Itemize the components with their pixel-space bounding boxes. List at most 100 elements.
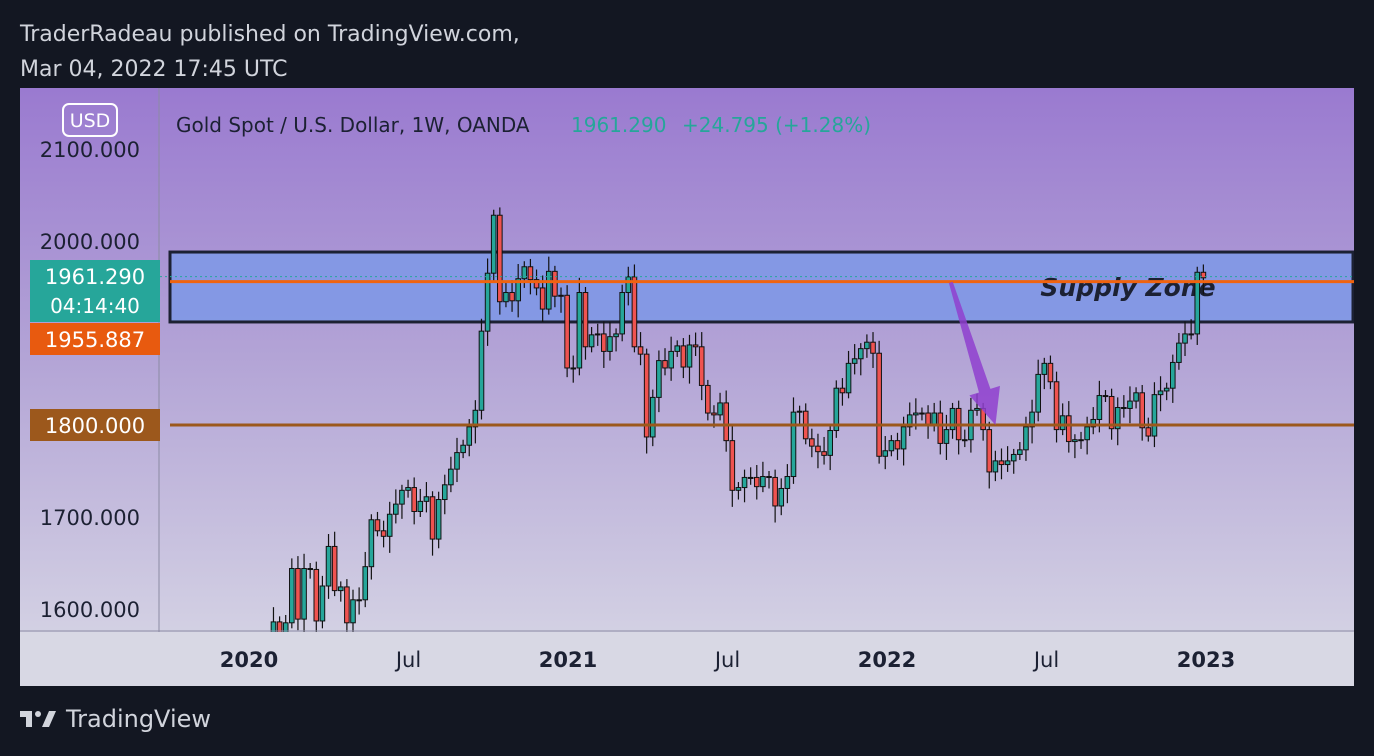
candle[interactable] [796, 405, 803, 425]
currency-badge[interactable] [62, 103, 118, 137]
candle[interactable] [723, 390, 729, 452]
support-level-badge[interactable]: 1800.000 [30, 409, 160, 441]
candle[interactable] [857, 343, 864, 376]
candle[interactable] [594, 323, 601, 346]
candle[interactable] [509, 280, 515, 312]
candle[interactable] [484, 258, 491, 346]
candle[interactable] [1108, 388, 1115, 440]
candle[interactable] [356, 587, 362, 615]
candle[interactable] [845, 350, 852, 399]
candle[interactable] [998, 448, 1005, 480]
candle[interactable] [374, 511, 381, 537]
candle[interactable] [362, 551, 369, 608]
candle[interactable] [570, 355, 577, 383]
candle[interactable] [870, 332, 876, 368]
candle[interactable] [1194, 266, 1201, 345]
supply-zone-box[interactable] [168, 250, 1354, 324]
candle[interactable] [1004, 446, 1011, 472]
candle[interactable] [876, 340, 882, 464]
candle[interactable] [295, 556, 301, 631]
candle[interactable] [949, 402, 956, 439]
candle[interactable] [662, 348, 668, 376]
candle[interactable] [784, 464, 791, 504]
candle[interactable] [937, 400, 944, 455]
candle[interactable] [766, 471, 772, 489]
tradingview-brand[interactable]: TradingView [20, 705, 211, 733]
candle[interactable] [943, 414, 950, 460]
candle[interactable] [747, 467, 754, 485]
candle[interactable] [429, 491, 436, 556]
candle[interactable] [1139, 384, 1145, 441]
candle[interactable] [1121, 395, 1127, 418]
candle[interactable] [882, 436, 889, 470]
candle[interactable] [503, 282, 509, 308]
candle[interactable] [613, 328, 619, 352]
candle[interactable] [821, 436, 827, 465]
candle[interactable] [906, 402, 913, 437]
candle[interactable] [454, 437, 460, 483]
candle[interactable] [1182, 321, 1188, 357]
candle[interactable] [1102, 390, 1109, 402]
candle[interactable] [1078, 431, 1084, 449]
candle[interactable] [472, 400, 479, 444]
candle[interactable] [301, 553, 307, 636]
candle[interactable] [815, 433, 821, 469]
candle[interactable] [705, 379, 711, 421]
candle[interactable] [1163, 382, 1170, 401]
candle[interactable] [325, 534, 332, 599]
candle[interactable] [864, 334, 870, 358]
candle[interactable] [1017, 442, 1023, 460]
candle[interactable] [674, 340, 681, 357]
gold-weekly-chart[interactable]: Supply Zone USD Gold Spot / U.S. Dollar, … [20, 88, 1354, 686]
candle[interactable] [619, 284, 625, 342]
candle[interactable] [760, 461, 766, 493]
current-price-badge[interactable]: 1961.290 04:14:40 [30, 260, 160, 322]
candle[interactable] [668, 336, 674, 381]
candle[interactable] [1072, 434, 1078, 459]
candle[interactable] [601, 321, 607, 368]
candle[interactable] [411, 477, 417, 525]
candle[interactable] [1176, 333, 1182, 370]
candle[interactable] [656, 350, 662, 413]
candle[interactable] [1127, 386, 1133, 424]
candle[interactable] [1010, 448, 1017, 474]
candle[interactable] [753, 465, 760, 500]
candle[interactable] [564, 285, 570, 378]
candle[interactable] [919, 407, 925, 421]
candle[interactable] [1047, 355, 1054, 390]
candle[interactable] [539, 275, 546, 322]
candle[interactable] [790, 397, 797, 484]
candle[interactable] [399, 484, 405, 519]
candle[interactable] [680, 338, 687, 379]
candle[interactable] [1029, 399, 1035, 444]
candle[interactable] [319, 575, 326, 629]
candle[interactable] [386, 501, 393, 553]
candle[interactable] [1188, 319, 1194, 340]
candle[interactable] [851, 344, 858, 375]
candle[interactable] [588, 327, 595, 353]
candle[interactable] [545, 256, 552, 315]
candle[interactable] [735, 482, 742, 500]
candle[interactable] [423, 482, 430, 513]
candle[interactable] [380, 520, 387, 548]
candle[interactable] [552, 265, 558, 308]
candle[interactable] [1084, 416, 1090, 455]
candle[interactable] [827, 425, 833, 471]
candle[interactable] [961, 429, 968, 448]
candle[interactable] [741, 469, 748, 503]
candle[interactable] [515, 264, 521, 318]
candle[interactable] [986, 421, 993, 489]
down-arrow[interactable] [948, 281, 1000, 425]
candle[interactable] [337, 581, 344, 602]
candle[interactable] [1114, 397, 1121, 446]
candle[interactable] [1059, 403, 1066, 436]
candle[interactable] [1090, 407, 1097, 435]
candle[interactable] [582, 287, 589, 360]
candle[interactable] [833, 380, 840, 438]
candle[interactable] [313, 561, 320, 636]
candle[interactable] [625, 266, 632, 306]
candle[interactable] [576, 277, 583, 376]
candle[interactable] [778, 478, 785, 516]
candle[interactable] [839, 378, 846, 406]
candle[interactable] [643, 348, 650, 454]
